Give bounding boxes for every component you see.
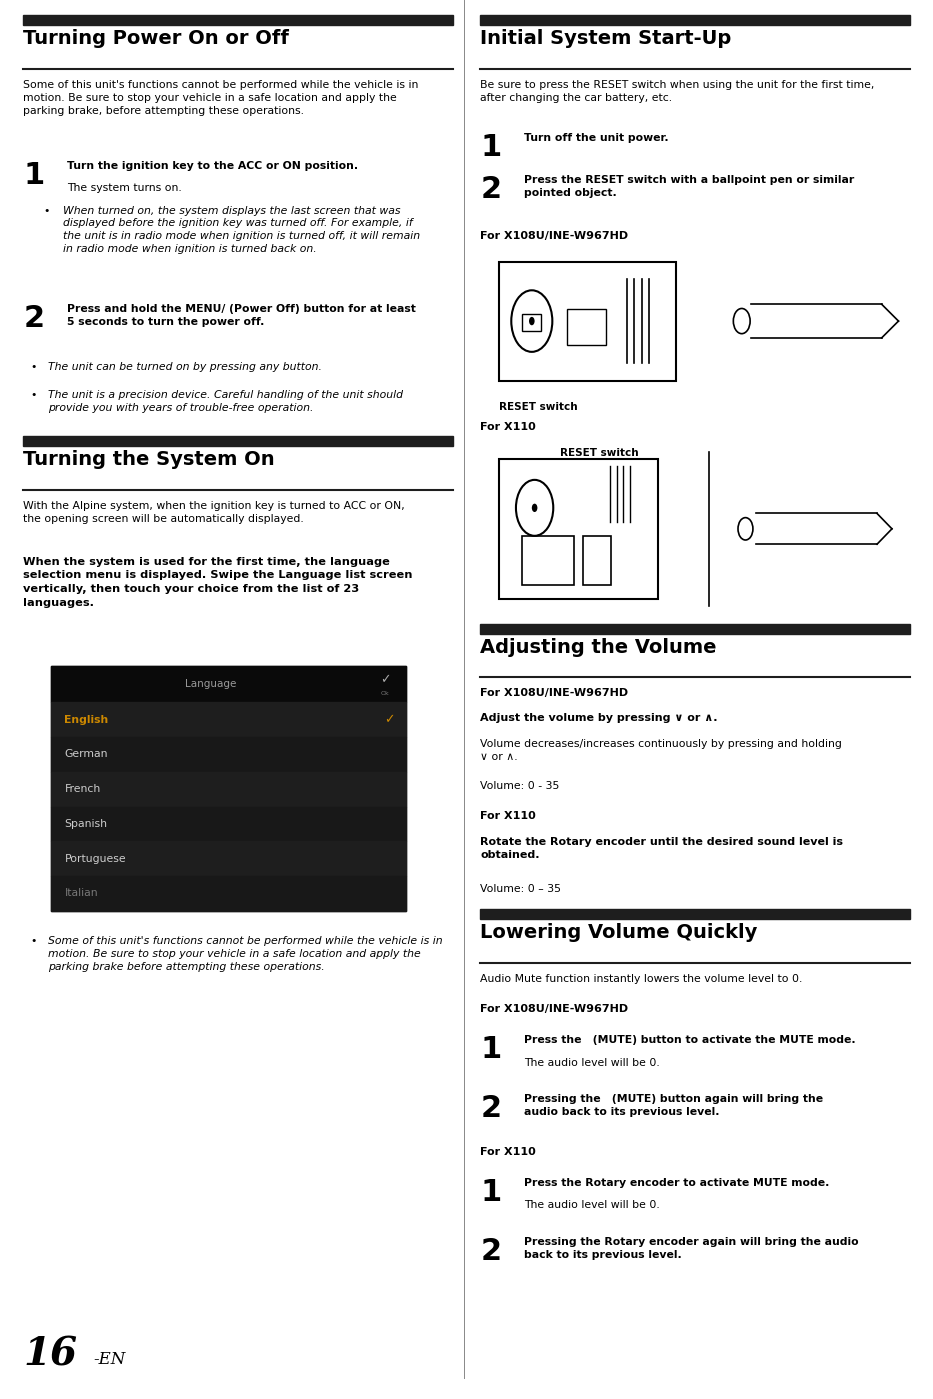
Text: 2: 2 [480, 175, 502, 204]
Text: -EN: -EN [93, 1351, 126, 1368]
Text: ✓: ✓ [380, 673, 391, 687]
Bar [480, 624, 910, 634]
Text: Audio Mute function instantly lowers the volume level to 0.: Audio Mute function instantly lowers the… [480, 974, 803, 983]
Text: 1: 1 [23, 161, 45, 190]
Text: •: • [31, 936, 37, 946]
Text: The audio level will be 0.: The audio level will be 0. [524, 1058, 660, 1067]
Text: Some of this unit's functions cannot be performed while the vehicle is in
motion: Some of this unit's functions cannot be … [48, 936, 442, 971]
Circle shape [532, 504, 537, 512]
Text: When the system is used for the first time, the language
selection menu is displ: When the system is used for the first ti… [23, 557, 412, 607]
Text: For X110: For X110 [480, 1147, 536, 1157]
Bar [522, 536, 574, 585]
Text: 1: 1 [480, 1035, 502, 1065]
Text: •: • [31, 362, 37, 372]
Text: 2: 2 [480, 1094, 502, 1123]
Text: 2: 2 [480, 1237, 502, 1266]
Text: The system turns on.: The system turns on. [67, 183, 182, 193]
Bar [51, 666, 406, 702]
Text: Language: Language [185, 679, 237, 690]
Text: Spanish: Spanish [64, 818, 107, 828]
Text: Turn off the unit power.: Turn off the unit power. [524, 133, 669, 143]
Text: 2: 2 [23, 304, 45, 333]
Text: Press the Rotary encoder to activate MUTE mode.: Press the Rotary encoder to activate MUT… [524, 1178, 829, 1188]
Text: German: German [64, 750, 108, 760]
Text: Ok: Ok [381, 691, 390, 695]
Bar [23, 15, 453, 25]
Text: When turned on, the system displays the last screen that was
displayed before th: When turned on, the system displays the … [63, 206, 420, 255]
Text: Turn the ignition key to the ACC or ON position.: Turn the ignition key to the ACC or ON p… [67, 161, 358, 171]
Text: For X110: For X110 [480, 422, 536, 432]
Bar [566, 309, 606, 346]
Bar [51, 807, 406, 841]
Text: Rotate the Rotary encoder until the desired sound level is
obtained.: Rotate the Rotary encoder until the desi… [480, 837, 843, 859]
Text: Initial System Start-Up: Initial System Start-Up [480, 29, 731, 49]
Text: Turning Power On or Off: Turning Power On or Off [23, 29, 289, 49]
Text: For X108U/INE-W967HD: For X108U/INE-W967HD [480, 231, 629, 241]
Text: Press the   (MUTE) button to activate the MUTE mode.: Press the (MUTE) button to activate the … [524, 1035, 856, 1045]
Text: RESET switch: RESET switch [499, 402, 578, 411]
Text: Volume: 0 - 35: Volume: 0 - 35 [480, 781, 560, 790]
Text: Press and hold the MENU/ (Power Off) button for at least
5 seconds to turn the p: Press and hold the MENU/ (Power Off) but… [67, 304, 416, 326]
Bar [51, 841, 406, 876]
Text: •: • [31, 390, 37, 400]
Bar [51, 876, 406, 911]
Text: With the Alpine system, when the ignition key is turned to ACC or ON,
the openin: With the Alpine system, when the ignitio… [23, 501, 405, 523]
Text: Portuguese: Portuguese [64, 853, 126, 863]
Text: Lowering Volume Quickly: Lowering Volume Quickly [480, 923, 758, 943]
Bar [522, 315, 541, 332]
Text: Italian: Italian [64, 888, 98, 898]
Text: Pressing the   (MUTE) button again will bring the
audio back to its previous lev: Pressing the (MUTE) button again will br… [524, 1094, 824, 1116]
Text: Be sure to press the RESET switch when using the unit for the first time,
after : Be sure to press the RESET switch when u… [480, 80, 875, 102]
Bar [499, 459, 658, 599]
Bar [23, 436, 453, 446]
Circle shape [529, 318, 535, 326]
Text: 1: 1 [480, 1178, 502, 1207]
Text: Volume decreases/increases continuously by pressing and holding
∨ or ∧.: Volume decreases/increases continuously … [480, 739, 842, 761]
Bar [51, 666, 406, 911]
Text: 16: 16 [23, 1336, 77, 1374]
Text: Volume: 0 – 35: Volume: 0 – 35 [480, 884, 562, 894]
Text: The audio level will be 0.: The audio level will be 0. [524, 1200, 660, 1210]
Text: ✓: ✓ [383, 713, 395, 726]
Text: Press the RESET switch with a ballpoint pen or similar
pointed object.: Press the RESET switch with a ballpoint … [524, 175, 855, 197]
Text: Adjusting the Volume: Adjusting the Volume [480, 638, 717, 658]
Text: Turning the System On: Turning the System On [23, 450, 275, 470]
Bar [583, 536, 611, 585]
Text: Adjust the volume by pressing ∨ or ∧.: Adjust the volume by pressing ∨ or ∧. [480, 713, 718, 723]
Text: The unit can be turned on by pressing any button.: The unit can be turned on by pressing an… [48, 362, 322, 372]
Text: For X108U/INE-W967HD: For X108U/INE-W967HD [480, 688, 629, 698]
Text: RESET switch: RESET switch [560, 448, 638, 457]
Bar [480, 909, 910, 919]
Bar [480, 15, 910, 25]
Bar [51, 772, 406, 807]
Bar [51, 737, 406, 772]
Text: •: • [44, 206, 50, 215]
Text: For X110: For X110 [480, 811, 536, 821]
Bar [499, 262, 676, 381]
Bar [51, 702, 406, 737]
Text: The unit is a precision device. Careful handling of the unit should
provide you : The unit is a precision device. Careful … [48, 390, 402, 413]
Text: Pressing the Rotary encoder again will bring the audio
back to its previous leve: Pressing the Rotary encoder again will b… [524, 1237, 859, 1259]
Text: 1: 1 [480, 133, 502, 162]
Text: French: French [64, 785, 101, 795]
Text: Some of this unit's functions cannot be performed while the vehicle is in
motion: Some of this unit's functions cannot be … [23, 80, 419, 116]
Text: For X108U/INE-W967HD: For X108U/INE-W967HD [480, 1004, 629, 1014]
Text: English: English [64, 715, 108, 725]
